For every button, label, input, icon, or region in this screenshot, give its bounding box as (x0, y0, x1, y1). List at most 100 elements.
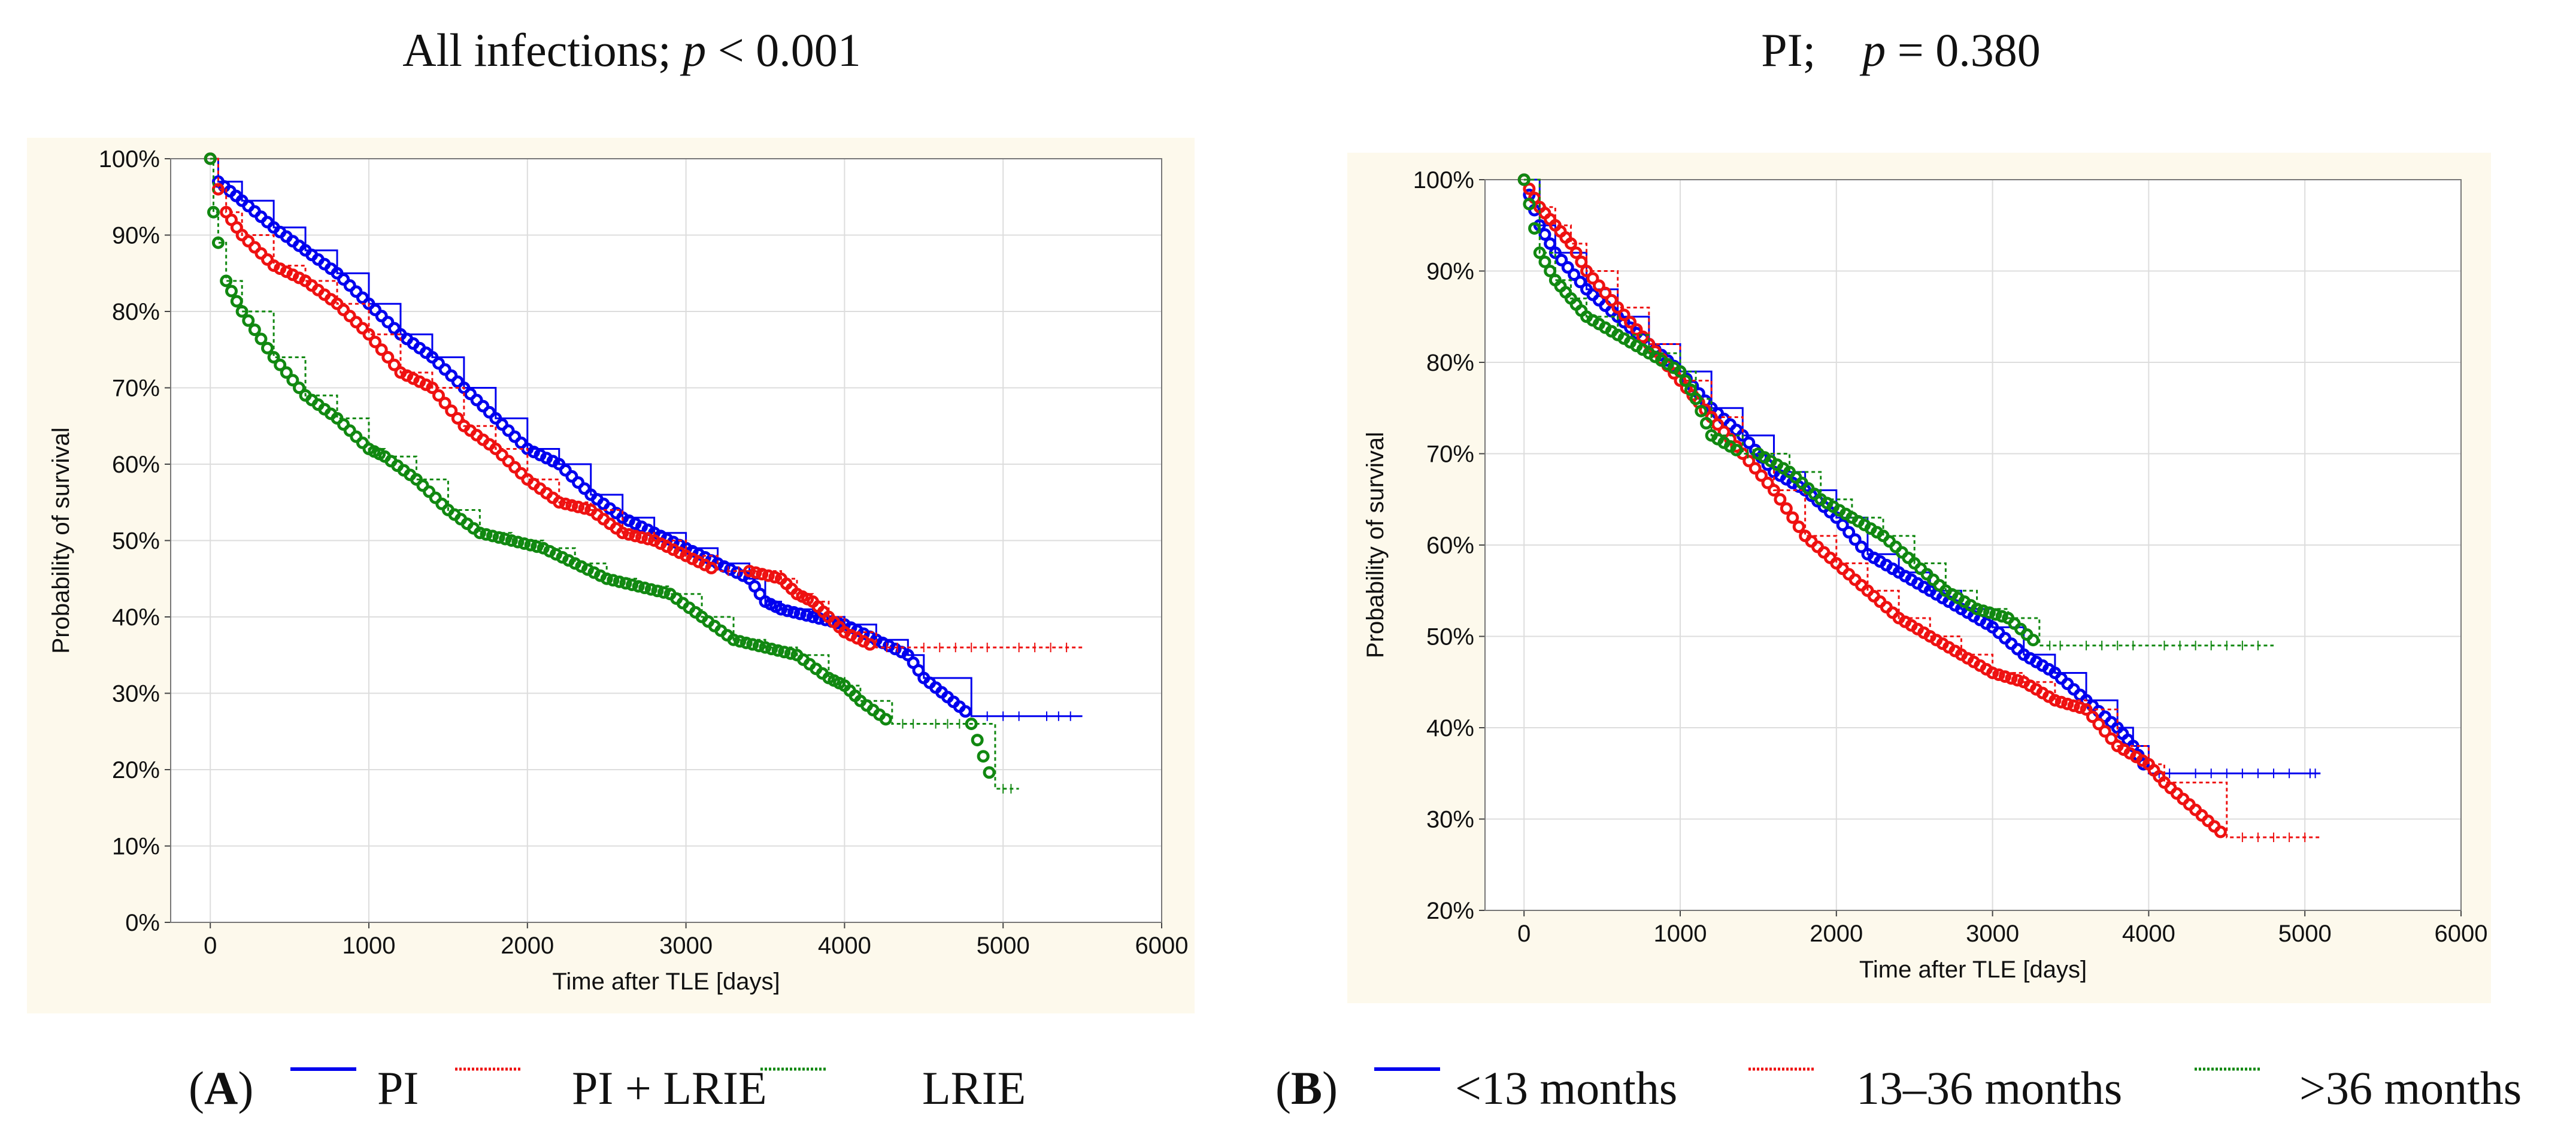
chart-b-event-marker (1592, 279, 1605, 292)
chart-a-event-marker (559, 464, 572, 477)
chart-b-event-marker (1575, 255, 1588, 268)
chart-a-event-marker (432, 389, 446, 402)
chart-a-event-marker (480, 528, 493, 541)
chart-a-event-marker (211, 236, 225, 249)
chart-b-event-marker (1986, 667, 1999, 679)
chart-a-event-marker (489, 412, 502, 425)
chart-a-event-marker (505, 534, 518, 547)
chart-a-ytick-label: 0% (125, 910, 160, 936)
chart-a-event-marker (752, 639, 765, 652)
chart-b-frame (1484, 179, 2462, 911)
chart-b-event-marker (1523, 198, 1536, 211)
chart-b-event-marker (1564, 237, 1577, 250)
chart-a-event-marker (635, 531, 648, 544)
chart-b-event-marker (1630, 323, 1643, 336)
chart-a-event-marker (337, 303, 350, 316)
chart-a-event-marker (806, 610, 819, 623)
chart-b-xtick-label: 0 (1517, 921, 1531, 947)
chart-b-event-marker (1755, 469, 1768, 482)
chart-a-ytick-label: 80% (112, 299, 160, 325)
chart-b-ytick-label: 40% (1426, 715, 1474, 741)
chart-a-event-marker (578, 502, 591, 515)
chart-b-event-marker (2080, 703, 2093, 716)
chart-a-series-2 (204, 152, 1019, 794)
chart-a-event-marker (343, 310, 356, 323)
chart-a-ytick-label: 60% (112, 452, 160, 478)
chart-a-plot: 0% 10% 20% 30% 40% 50% 60% 70% 80% 90% 100% 0 1000 20… (48, 146, 1188, 995)
chart-b-event-marker (2048, 694, 2062, 707)
chart-a-event-marker (477, 399, 490, 413)
chart-b-event-marker (1586, 272, 1599, 285)
chart-b-xtick-label: 1000 (1654, 921, 1707, 947)
chart-b-event-marker (1580, 265, 1593, 277)
chart-a-event-marker (225, 284, 238, 298)
chart-b-event-marker (1995, 610, 2008, 623)
chart-a-series-line (210, 158, 1019, 790)
chart-a-title: All infections; p < 0.001 (402, 24, 860, 76)
chart-a-event-marker (486, 529, 499, 543)
chart-b-ytick-label: 70% (1426, 441, 1474, 468)
chart-a-event-marker (356, 436, 369, 449)
chart-a-event-marker (483, 405, 496, 419)
chart-b-event-marker (1574, 276, 1587, 289)
chart-b-event-marker (1538, 228, 1551, 241)
chart-a-event-marker (489, 443, 502, 455)
chart-a-event-marker (524, 538, 537, 552)
chart-a-event-marker (800, 609, 813, 622)
chart-a-event-marker (756, 568, 769, 581)
chart-a-event-marker (514, 436, 528, 449)
chart-a-ytick-label: 100% (99, 146, 160, 172)
chart-a-event-marker (331, 412, 344, 425)
chart-a-event-marker (337, 418, 350, 431)
chart-b-xtick-label: 6000 (2435, 921, 2488, 947)
chart-a-event-marker (432, 357, 446, 370)
chart-a-event-marker (204, 152, 217, 165)
chart-a-event-marker (387, 322, 401, 335)
chart-a-event-marker (514, 467, 528, 480)
chart-b-ytick-label: 100% (1413, 167, 1474, 193)
chart-a-event-marker (734, 635, 747, 648)
chart-a-event-marker (470, 394, 483, 407)
legend-a-label-pi-lrie: PI + LRIE (572, 1062, 767, 1114)
chart-a-event-marker (331, 267, 344, 280)
legend-b: (B) <13 months 13–36 months >36 months (1275, 1062, 2522, 1114)
chart-b-series-line (1524, 178, 2274, 647)
chart-a-event-marker (765, 643, 778, 656)
legend-b-label-lt13: <13 months (1455, 1062, 1677, 1114)
chart-a-event-marker (600, 572, 613, 585)
chart-a-event-marker (451, 412, 464, 425)
chart-b-event-marker (1695, 404, 1708, 417)
chart-a-event-marker (651, 585, 664, 598)
chart-a-event-marker (553, 496, 566, 509)
chart-a-event-marker (473, 526, 486, 540)
chart-a-ytick-label: 50% (112, 528, 160, 555)
chart-a-event-marker (350, 316, 363, 329)
chart-a-xtick-label: 2000 (501, 933, 554, 959)
chart-b-event-marker (1748, 462, 1762, 475)
chart-a-event-marker (381, 316, 395, 329)
chart-a-event-marker (369, 335, 382, 349)
chart-a-event-marker (572, 476, 585, 489)
chart-a-event-marker (435, 497, 448, 510)
chart-a-event-marker (254, 332, 268, 346)
legend-a-panel-label: (A) (189, 1062, 253, 1114)
chart-a-event-marker (375, 343, 388, 356)
chart-a-event-marker (565, 470, 578, 483)
chart-a-event-marker (879, 713, 892, 726)
chart-a-event-marker (242, 235, 255, 248)
chart-b-event-marker (1989, 608, 2002, 621)
chart-b-xtick-label: 3000 (1966, 921, 2019, 947)
chart-a-event-marker (463, 388, 477, 401)
chart-b-event-marker (1742, 455, 1756, 468)
chart-a-event-marker (508, 430, 522, 443)
chart-a-event-marker (499, 532, 512, 546)
chart-b-event-marker (1711, 418, 1725, 431)
chart-b-xtick-label: 5000 (2278, 921, 2332, 947)
chart-b-event-marker (1636, 330, 1649, 343)
chart-a-xtick-label: 1000 (343, 933, 396, 959)
chart-a-event-marker (771, 644, 784, 657)
chart-b-event-marker (2074, 701, 2087, 714)
chart-b-event-marker (1742, 436, 1756, 449)
chart-a-event-marker (286, 374, 299, 387)
